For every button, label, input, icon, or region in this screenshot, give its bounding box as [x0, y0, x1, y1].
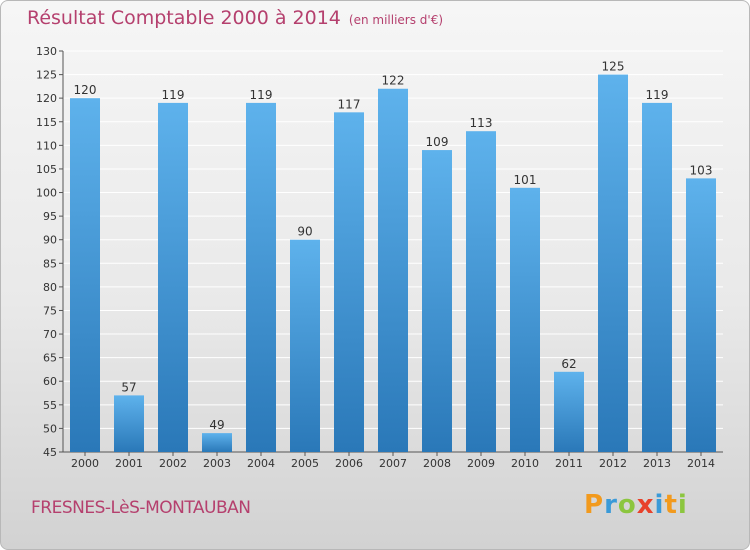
- y-tick-label: 95: [43, 210, 57, 223]
- bar-2012: [598, 74, 628, 453]
- x-tick-label-2014: 2014: [687, 457, 715, 470]
- y-tick-label: 125: [36, 69, 57, 82]
- bars: [70, 74, 716, 453]
- logo-letter: x: [636, 490, 655, 520]
- data-label-2003: 49: [209, 418, 224, 432]
- bar-2003: [202, 433, 232, 452]
- logo-letter: i: [677, 490, 688, 520]
- bar-2014: [686, 178, 716, 452]
- x-tick-label-2009: 2009: [467, 457, 495, 470]
- logo-letter: t: [664, 490, 678, 520]
- x-tick-label-2010: 2010: [511, 457, 539, 470]
- y-tick-label: 80: [43, 281, 57, 294]
- bar-2010: [510, 187, 540, 452]
- proxiti-logo: Proxiti: [584, 490, 688, 520]
- chart-title-text: Résultat Comptable 2000 à 2014: [27, 7, 341, 29]
- data-label-2007: 122: [382, 74, 405, 88]
- bar-2008: [422, 150, 452, 452]
- x-tick-label-2001: 2001: [115, 457, 143, 470]
- data-label-2005: 90: [297, 225, 312, 239]
- data-label-2004: 119: [250, 88, 273, 102]
- y-tick-label: 55: [43, 399, 57, 412]
- y-tick-label: 60: [43, 375, 57, 388]
- chart-title: Résultat Comptable 2000 à 2014 (en millie…: [27, 7, 443, 29]
- y-tick-label: 115: [36, 116, 57, 129]
- bar-2000: [70, 98, 100, 453]
- bar-2007: [378, 88, 408, 452]
- x-tick-label-2011: 2011: [555, 457, 583, 470]
- bar-2011: [554, 371, 584, 452]
- data-label-2002: 119: [162, 88, 185, 102]
- y-tick-label: 65: [43, 352, 57, 365]
- logo-letter: P: [584, 490, 605, 520]
- data-label-2000: 120: [74, 83, 97, 97]
- data-label-2010: 101: [514, 173, 537, 187]
- x-tick-label-2008: 2008: [423, 457, 451, 470]
- x-tick-label-2005: 2005: [291, 457, 319, 470]
- bar-2004: [246, 102, 276, 453]
- x-tick-label-2012: 2012: [599, 457, 627, 470]
- data-label-2011: 62: [561, 357, 576, 371]
- bar-2006: [334, 112, 364, 453]
- data-label-2001: 57: [121, 380, 136, 394]
- logo-letter: r: [604, 490, 618, 520]
- bar-2009: [466, 131, 496, 452]
- x-tick-label-2007: 2007: [379, 457, 407, 470]
- place-name: FRESNES-LèS-MONTAUBAN: [31, 498, 251, 518]
- x-tick-label-2004: 2004: [247, 457, 275, 470]
- x-tick-label-2006: 2006: [335, 457, 363, 470]
- logo-letter: i: [654, 490, 665, 520]
- chart-subtitle: (en milliers d'€): [348, 13, 444, 27]
- y-tick-label: 50: [43, 422, 57, 435]
- bar-2001: [114, 395, 144, 452]
- y-tick-label: 120: [36, 92, 57, 105]
- y-tick-label: 90: [43, 234, 57, 247]
- data-label-2009: 113: [470, 116, 493, 130]
- data-label-2008: 109: [426, 135, 449, 149]
- data-label-2014: 103: [690, 163, 713, 177]
- y-tick-label: 75: [43, 304, 57, 317]
- y-tick-label: 110: [36, 139, 57, 152]
- data-label-2006: 117: [338, 97, 361, 111]
- y-tick-label: 85: [43, 257, 57, 270]
- x-tick-label-2003: 2003: [203, 457, 231, 470]
- x-tick-label-2013: 2013: [643, 457, 671, 470]
- y-tick-label: 100: [36, 187, 57, 200]
- y-tick-label: 105: [36, 163, 57, 176]
- bar-2013: [642, 102, 672, 453]
- y-tick-label: 70: [43, 328, 57, 341]
- x-tick-label-2000: 2000: [71, 457, 99, 470]
- bar-2002: [158, 102, 188, 453]
- labels: 45 50 55 60 65 70 75 80 85 90 95 100 105 110 115 120 125…: [36, 45, 715, 470]
- logo-letter: o: [617, 490, 637, 520]
- y-tick-label: 45: [43, 446, 57, 459]
- data-label-2012: 125: [602, 60, 625, 74]
- y-tick-label: 130: [36, 45, 57, 58]
- data-label-2013: 119: [646, 88, 669, 102]
- bar-2005: [290, 239, 320, 452]
- x-tick-label-2002: 2002: [159, 457, 187, 470]
